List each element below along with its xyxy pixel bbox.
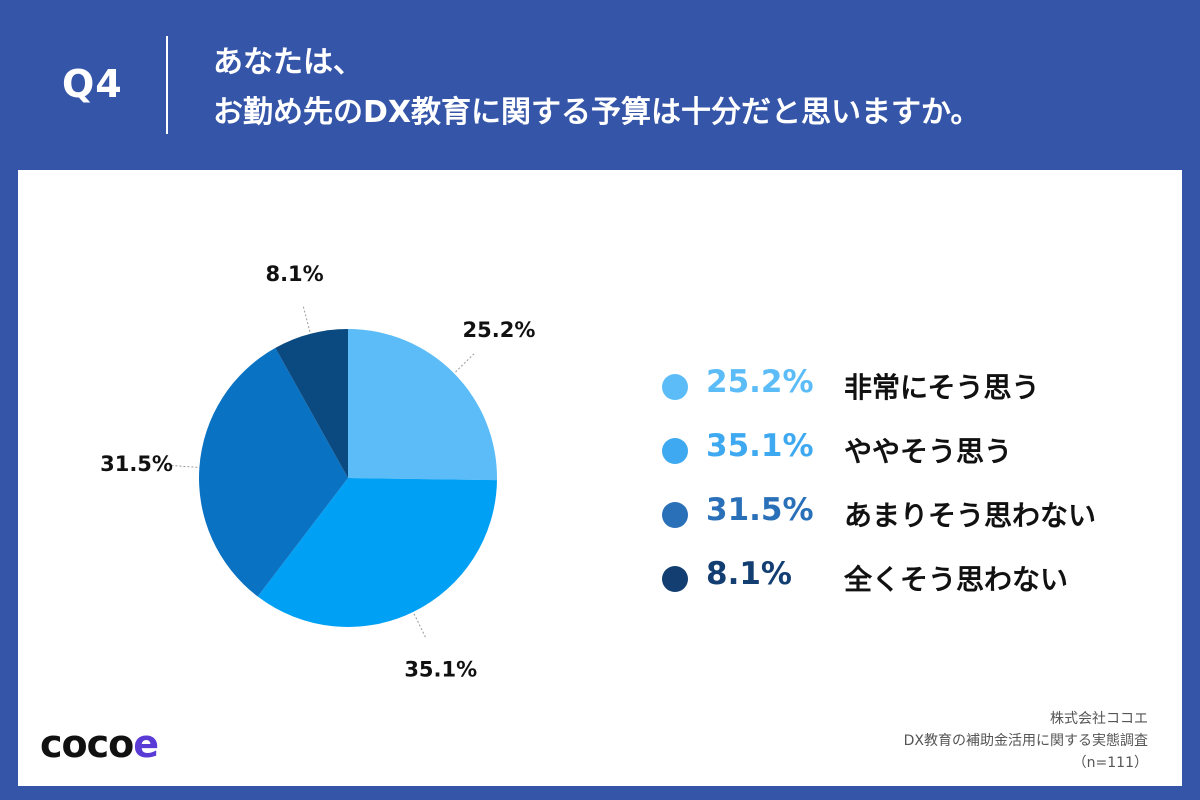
legend-pct: 35.1% [706, 428, 814, 464]
pie-slice-0 [348, 329, 497, 481]
pie-slice-1 [257, 478, 497, 627]
question-number: Q4 [62, 62, 123, 106]
legend: 25.2% 非常にそう思う 35.1% ややそう思う 31.5% あまりそう思わ… [662, 360, 1162, 616]
chart-card: 25.2% 35.1% 31.5% 8.1% 25.2% 非常にそう思う 35.1% … [18, 170, 1182, 786]
data-label-3: 8.1% [265, 262, 323, 286]
legend-pct: 8.1% [706, 556, 792, 592]
legend-dot [662, 374, 688, 400]
pie-slice-3 [275, 329, 348, 478]
leader-line-0 [455, 351, 476, 373]
leader-line-2 [169, 464, 198, 468]
leader-line-3 [302, 304, 311, 332]
source-sample-size: （n=111） [1072, 755, 1148, 771]
logo-text: coco [40, 722, 134, 766]
legend-label: 全くそう思わない [844, 563, 1069, 596]
legend-label: ややそう思う [844, 435, 1013, 468]
legend-item-not-at-all: 8.1% 全くそう思わない [662, 552, 1162, 616]
legend-label: あまりそう思わない [844, 499, 1097, 532]
legend-item-very-much: 25.2% 非常にそう思う [662, 360, 1162, 424]
legend-dot [662, 438, 688, 464]
leader-line-1 [413, 613, 427, 640]
question-title-line2: お勤め先のDX教育に関する予算は十分だと思いますか。 [213, 95, 981, 130]
legend-item-somewhat: 35.1% ややそう思う [662, 424, 1162, 488]
data-label-1: 35.1% [404, 658, 477, 682]
question-title: あなたは、 お勤め先のDX教育に関する予算は十分だと思いますか。 [213, 38, 980, 138]
legend-item-not-much: 31.5% あまりそう思わない [662, 488, 1162, 552]
question-title-line1: あなたは、 [213, 45, 363, 80]
legend-pct: 25.2% [706, 364, 814, 400]
data-label-0: 25.2% [463, 318, 536, 342]
pie-slice-2 [199, 347, 348, 597]
data-label-2: 31.5% [100, 452, 173, 476]
source-note: 株式会社ココエ DX教育の補助金活用に関する実態調査 （n=111） [904, 708, 1148, 774]
source-survey: DX教育の補助金活用に関する実態調査 [903, 733, 1148, 749]
legend-pct: 31.5% [706, 492, 814, 528]
header: Q4 あなたは、 お勤め先のDX教育に関する予算は十分だと思いますか。 [0, 0, 1200, 170]
logo-e: e [133, 722, 159, 766]
source-company: 株式会社ココエ [1050, 711, 1148, 727]
legend-label: 非常にそう思う [844, 371, 1040, 404]
legend-dot [662, 566, 688, 592]
cocoe-logo: cocoe [40, 722, 159, 766]
legend-dot [662, 502, 688, 528]
pie-chart: 25.2% 35.1% 31.5% 8.1% [100, 262, 536, 682]
header-divider [166, 36, 168, 134]
